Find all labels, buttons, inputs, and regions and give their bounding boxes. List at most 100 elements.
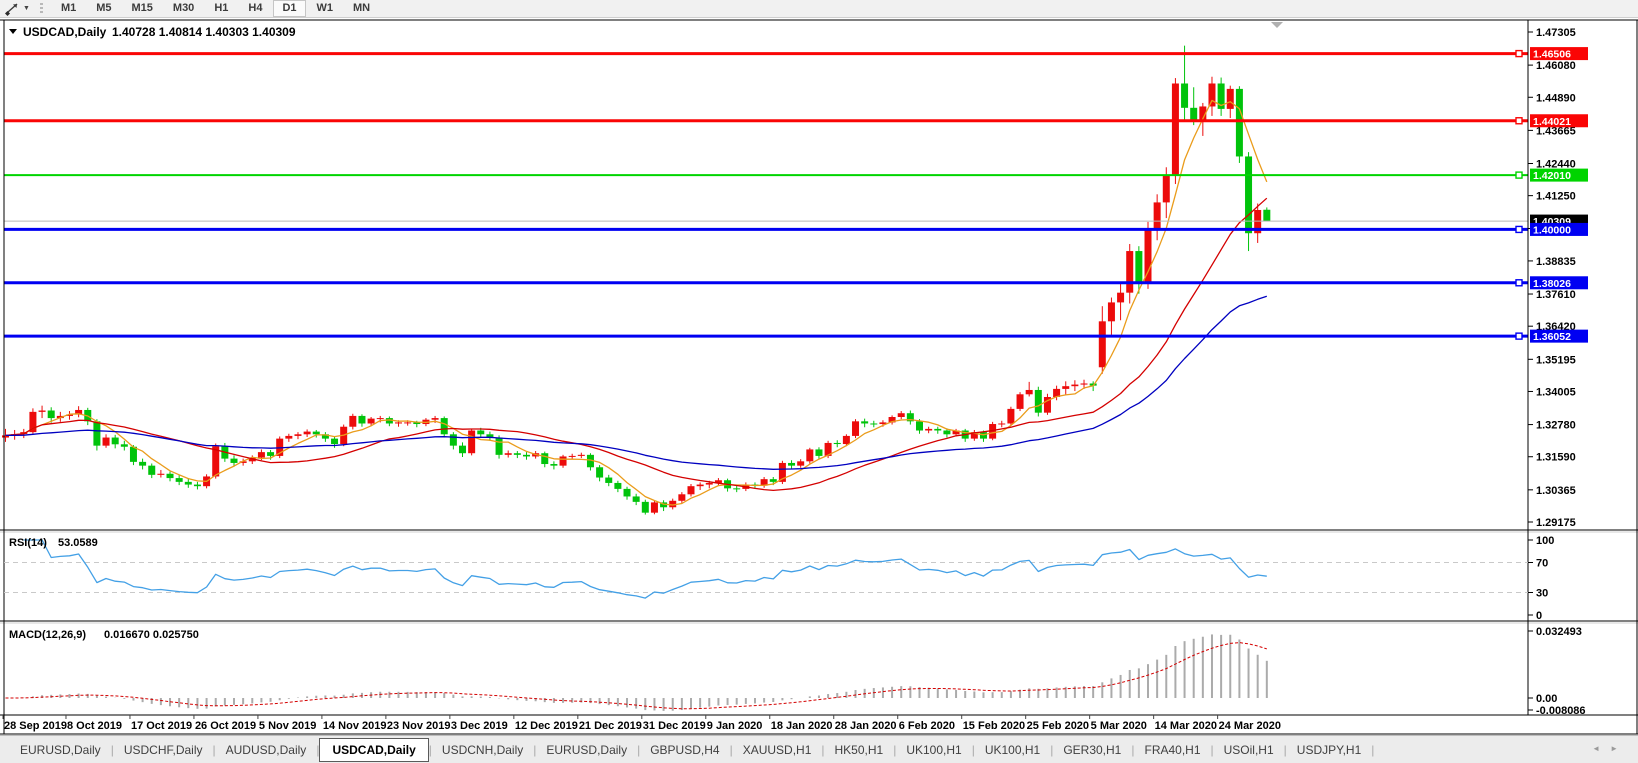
chart-cursor-icon[interactable] [3,2,21,16]
tab-separator: | [428,742,432,757]
candle-body [806,449,814,462]
candle-body [879,422,887,425]
candle-body [660,502,668,508]
chart-tab-uk100-h1[interactable]: UK100,H1 [984,742,1041,757]
date-axis-label: 17 Oct 2019 [131,720,192,732]
candle-body [833,442,841,445]
candle-body [1089,383,1097,386]
candle-body [714,480,722,483]
chart-tab-gbpusd-h4[interactable]: GBPUSD,H4 [650,742,720,757]
chart-shift-marker-icon[interactable] [1271,22,1283,28]
candle-body [468,430,476,454]
candle-body [431,418,439,420]
candle-body [504,453,512,455]
chart-tab-usdjpy-h1[interactable]: USDJPY,H1 [1296,742,1362,757]
hline-handle-1.46506[interactable] [1515,49,1523,58]
candle-body [285,435,293,439]
candle-body [1208,83,1216,107]
chart-tab-audusd-daily[interactable]: AUDUSD,Daily [225,742,307,757]
candle-body [1034,389,1042,413]
candle-body [1098,321,1106,368]
price-axis-label: 1.29175 [1536,517,1576,529]
chart-tab-xauusd-h1[interactable]: XAUUSD,H1 [742,742,812,757]
candle-body [267,452,275,456]
candle-body [486,434,494,438]
tab-separator: | [1210,742,1214,757]
chart-tab-ger30-h1[interactable]: GER30,H1 [1063,742,1122,757]
pane-splitter[interactable] [0,622,1638,624]
rsi-axis-label: 100 [1536,535,1554,547]
candle-body [1254,209,1262,234]
chart-tab-usoil-h1[interactable]: USOil,H1 [1223,742,1274,757]
hline-badge-1.42010 [1530,168,1588,182]
chart-tab-eurusd-daily[interactable]: EURUSD,Daily [546,742,628,757]
candle-body [550,464,558,466]
hline-handle-1.42010[interactable] [1515,171,1523,179]
chart-tab-usdcnh-daily[interactable]: USDCNH,Daily [441,742,524,757]
hline-handle-1.38026[interactable] [1515,279,1523,287]
candle-body [440,418,448,435]
candle-body [650,502,658,513]
timeframe-button-d1[interactable]: D1 [273,0,306,17]
candle-body [358,415,366,424]
tab-separator: | [1050,742,1054,757]
hline-handle-1.40000[interactable] [1515,225,1523,234]
hline-badge-1.40000 [1530,222,1588,236]
candle-body [175,478,183,482]
tab-separator: | [637,742,641,757]
macd-axis-label: 0.032493 [1536,626,1582,638]
candle-body [1007,408,1015,424]
chart-title-ohlc: 1.40728 1.40814 1.40303 1.40309 [112,25,296,39]
timeframe-button-m1[interactable]: M1 [60,2,77,14]
candle-body [449,434,457,446]
candle-body [1025,389,1033,395]
candle-body [321,434,329,439]
chart-tab-usdcad-daily[interactable]: USDCAD,Daily [319,737,429,762]
macd-title: MACD(12,26,9) [9,629,86,641]
chart-tab-fra40-h1[interactable]: FRA40,H1 [1144,742,1201,757]
toolbar-grip [39,2,43,15]
date-axis-label: 25 Feb 2020 [1027,720,1089,732]
chevron-down-icon[interactable]: ▼ [23,5,30,12]
tab-separator: | [316,742,320,757]
candle-body [1226,88,1234,109]
price-axis-label: 1.46080 [1536,60,1576,72]
candle-body [102,437,110,446]
candle-body [294,434,302,436]
candle-body [413,422,421,425]
chart-tab-eurusd-daily[interactable]: EURUSD,Daily [20,742,101,757]
timeframe-button-w1[interactable]: W1 [316,2,334,14]
timeframe-button-m5[interactable]: M5 [96,2,112,14]
date-axis-label: 21 Dec 2019 [579,720,642,732]
pane-splitter[interactable] [0,531,1638,533]
scroll-right-icon[interactable]: ► [1610,744,1628,753]
chart-tab-uk100-h1[interactable]: UK100,H1 [906,742,962,757]
candle-body [943,430,951,435]
candle-body [495,437,503,455]
tab-separator: | [1371,742,1375,757]
candle-body [312,431,320,435]
hline-handle-1.36052[interactable] [1515,332,1523,340]
candle-body [139,461,147,466]
symbol-collapse-icon[interactable] [9,29,17,34]
rsi-title: RSI(14) [9,537,47,549]
scroll-left-icon[interactable]: ◄ [1592,744,1611,753]
timeframe-button-h4[interactable]: H4 [248,2,263,14]
chart-tab-hk50-h1[interactable]: HK50,H1 [834,742,884,757]
candle-body [669,500,677,508]
hline-badge-1.36052-label: 1.36052 [1533,331,1571,343]
candle-body [934,428,942,431]
hline-handle-1.44021[interactable] [1515,117,1523,125]
rsi-line [23,539,1267,599]
timeframe-button-h1[interactable]: H1 [214,2,229,14]
timeframe-button-m30[interactable]: M30 [172,2,195,14]
chart-background [0,20,1638,734]
timeframe-button-mn[interactable]: MN [353,2,371,14]
candle-body [916,421,923,431]
candle-body [1153,202,1161,230]
timeframe-button-m15[interactable]: M15 [131,2,153,14]
price-axis-label: 1.42440 [1536,158,1576,170]
hline-badge-1.40000-label: 1.40000 [1533,224,1571,236]
chart-tab-usdchf-daily[interactable]: USDCHF,Daily [123,742,203,757]
candle-body [769,479,777,482]
